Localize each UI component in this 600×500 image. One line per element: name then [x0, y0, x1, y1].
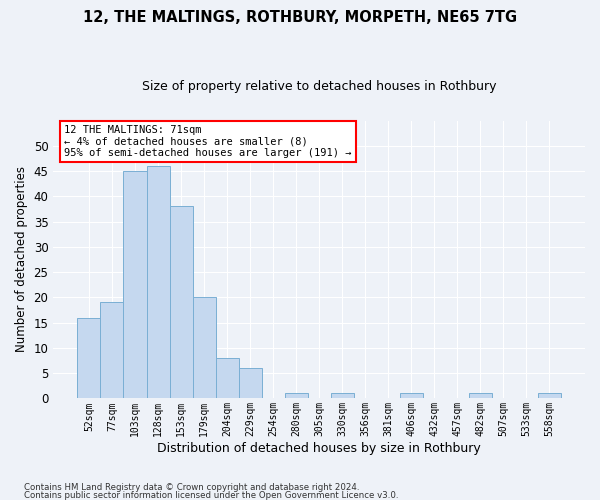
Text: Contains public sector information licensed under the Open Government Licence v3: Contains public sector information licen…	[24, 490, 398, 500]
Bar	[469, 394, 492, 398]
Text: 12, THE MALTINGS, ROTHBURY, MORPETH, NE65 7TG: 12, THE MALTINGS, ROTHBURY, MORPETH, NE6…	[83, 10, 517, 25]
Bar	[215, 358, 239, 399]
Bar	[331, 394, 353, 398]
Bar	[170, 206, 193, 398]
Text: Contains HM Land Registry data © Crown copyright and database right 2024.: Contains HM Land Registry data © Crown c…	[24, 484, 359, 492]
Bar	[239, 368, 262, 398]
Bar	[124, 171, 146, 398]
Bar	[100, 302, 124, 398]
Title: Size of property relative to detached houses in Rothbury: Size of property relative to detached ho…	[142, 80, 496, 93]
Bar	[284, 394, 308, 398]
X-axis label: Distribution of detached houses by size in Rothbury: Distribution of detached houses by size …	[157, 442, 481, 455]
Bar	[538, 394, 561, 398]
Bar	[77, 318, 100, 398]
Bar	[193, 298, 215, 398]
Bar	[400, 394, 423, 398]
Y-axis label: Number of detached properties: Number of detached properties	[15, 166, 28, 352]
Text: 12 THE MALTINGS: 71sqm
← 4% of detached houses are smaller (8)
95% of semi-detac: 12 THE MALTINGS: 71sqm ← 4% of detached …	[64, 124, 352, 158]
Bar	[146, 166, 170, 398]
